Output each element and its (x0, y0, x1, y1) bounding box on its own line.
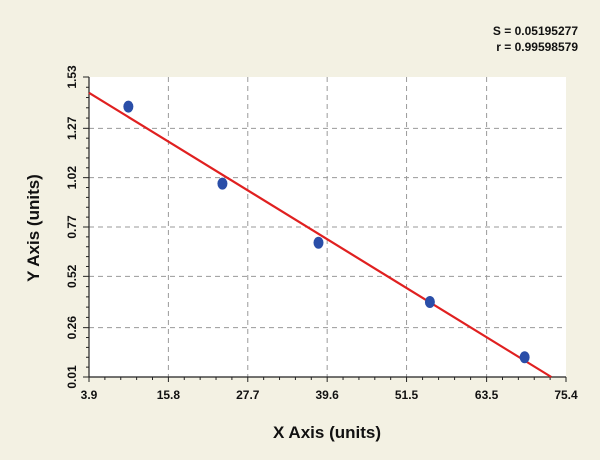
x-tick-label: 27.7 (236, 388, 260, 402)
data-points (123, 100, 530, 364)
y-tick-label: 1.02 (65, 166, 79, 190)
x-tick-label: 39.6 (315, 388, 339, 402)
fit-line-layer (88, 91, 552, 378)
y-axis-label: Y Axis (units) (24, 174, 43, 282)
data-point (313, 236, 324, 249)
x-tick-label: 15.8 (157, 388, 181, 402)
x-tick-label: 63.5 (475, 388, 499, 402)
fit-line (88, 91, 552, 378)
x-tick-labels: 3.9 15.8 27.7 39.6 51.5 63.5 75.4 (81, 388, 578, 402)
y-tick-label: 0.01 (65, 365, 79, 389)
data-point (217, 177, 228, 190)
x-tick-label: 51.5 (395, 388, 419, 402)
x-tick-label: 3.9 (81, 388, 98, 402)
x-axis-label: X Axis (units) (273, 423, 381, 442)
y-tick-labels: 0.01 0.26 0.52 0.77 1.02 1.27 1.53 (65, 65, 79, 389)
y-tick-label: 0.26 (65, 316, 79, 340)
y-tick-label: 1.53 (65, 65, 79, 89)
data-point (519, 351, 530, 364)
y-tick-label: 0.52 (65, 264, 79, 288)
data-point (123, 100, 134, 113)
axes (83, 76, 567, 382)
y-tick-label: 0.77 (65, 215, 79, 239)
y-tick-label: 1.27 (65, 116, 79, 140)
x-tick-label: 75.4 (554, 388, 578, 402)
data-point (424, 296, 435, 308)
stat-s-value: S = 0.05195277 (492, 24, 578, 38)
stat-r-value: r = 0.99598579 (496, 40, 578, 54)
grid-lines (89, 77, 566, 377)
